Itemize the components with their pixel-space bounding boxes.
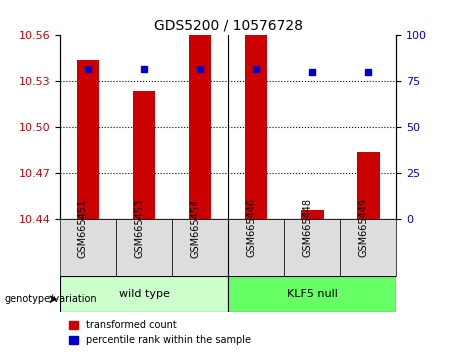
FancyBboxPatch shape xyxy=(228,276,396,312)
Bar xyxy=(357,152,379,219)
Bar xyxy=(133,91,155,219)
Text: GSM665449: GSM665449 xyxy=(358,199,368,257)
Bar xyxy=(77,60,99,219)
FancyBboxPatch shape xyxy=(116,219,172,276)
FancyBboxPatch shape xyxy=(172,219,228,276)
Text: GSM665448: GSM665448 xyxy=(302,199,313,257)
Text: GSM665453: GSM665453 xyxy=(134,198,144,258)
Title: GDS5200 / 10576728: GDS5200 / 10576728 xyxy=(154,19,303,33)
Text: GSM665454: GSM665454 xyxy=(190,198,200,258)
FancyBboxPatch shape xyxy=(284,219,340,276)
FancyBboxPatch shape xyxy=(228,219,284,276)
Text: GSM665451: GSM665451 xyxy=(78,198,88,258)
FancyBboxPatch shape xyxy=(60,276,228,312)
Bar xyxy=(301,210,324,219)
Text: wild type: wild type xyxy=(118,289,170,299)
Text: genotype/variation: genotype/variation xyxy=(5,294,97,304)
Bar xyxy=(245,35,267,219)
Bar xyxy=(189,35,211,219)
Legend: transformed count, percentile rank within the sample: transformed count, percentile rank withi… xyxy=(65,316,255,349)
FancyBboxPatch shape xyxy=(60,219,116,276)
FancyBboxPatch shape xyxy=(340,219,396,276)
Text: KLF5 null: KLF5 null xyxy=(287,289,338,299)
Text: GSM665446: GSM665446 xyxy=(246,199,256,257)
